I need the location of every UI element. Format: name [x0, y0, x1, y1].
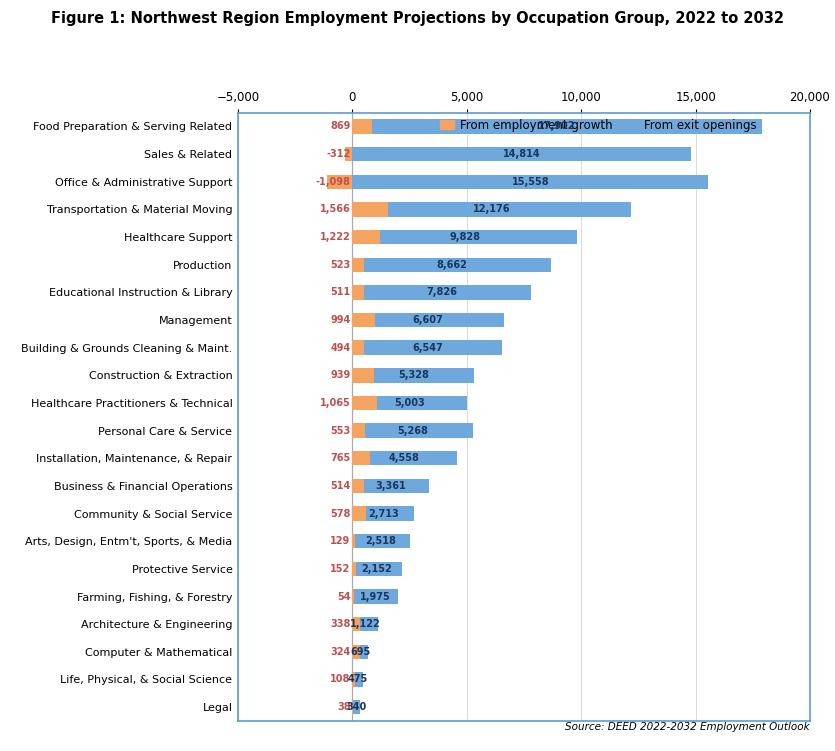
Text: 54: 54 [337, 592, 351, 602]
Bar [352, 590, 397, 604]
Bar [352, 424, 473, 438]
Text: 765: 765 [331, 454, 351, 463]
Bar [352, 534, 410, 548]
Bar [352, 617, 360, 632]
Text: 14,814: 14,814 [503, 149, 540, 159]
Bar [352, 451, 457, 466]
Text: 4,558: 4,558 [389, 454, 420, 463]
Bar [352, 506, 414, 520]
Text: 523: 523 [331, 260, 351, 270]
Bar [352, 147, 691, 161]
Text: -312: -312 [326, 149, 351, 159]
Bar [352, 202, 388, 216]
Text: 994: 994 [331, 315, 351, 325]
Bar [352, 644, 368, 659]
Text: Figure 1: Northwest Region Employment Projections by Occupation Group, 2022 to 2: Figure 1: Northwest Region Employment Pr… [51, 11, 784, 26]
Text: 15,558: 15,558 [512, 176, 549, 187]
Text: 2,518: 2,518 [366, 536, 397, 546]
Text: 1,566: 1,566 [320, 204, 351, 215]
Bar [352, 230, 380, 244]
Text: 38: 38 [337, 702, 351, 712]
Text: 494: 494 [331, 342, 351, 353]
Bar [352, 340, 364, 355]
Bar [352, 340, 502, 355]
Text: 1,122: 1,122 [350, 619, 381, 629]
Bar [352, 396, 377, 410]
Text: 5,268: 5,268 [397, 426, 428, 436]
Text: -1,098: -1,098 [316, 176, 351, 187]
Legend: From employment growth, From exit openings: From employment growth, From exit openin… [440, 119, 757, 131]
Bar [352, 534, 356, 548]
Text: 553: 553 [331, 426, 351, 436]
Text: 2,713: 2,713 [368, 508, 399, 519]
Text: 511: 511 [331, 288, 351, 297]
Text: 6,607: 6,607 [412, 315, 443, 325]
Bar [352, 672, 355, 686]
Bar [352, 700, 353, 714]
Text: 1,222: 1,222 [320, 232, 351, 242]
Text: 340: 340 [347, 702, 367, 712]
Bar [352, 562, 402, 576]
Text: 514: 514 [331, 481, 351, 491]
Text: 12,176: 12,176 [473, 204, 510, 215]
Bar [352, 478, 429, 493]
Text: 475: 475 [347, 674, 368, 684]
Bar [352, 285, 364, 300]
Bar [352, 368, 374, 382]
Text: 108: 108 [330, 674, 351, 684]
Text: 2,152: 2,152 [362, 564, 392, 574]
Text: 7,826: 7,826 [427, 288, 458, 297]
Text: 338: 338 [330, 619, 351, 629]
Text: 8,662: 8,662 [436, 260, 467, 270]
Bar [352, 478, 364, 493]
Bar [352, 258, 550, 272]
Text: 3,361: 3,361 [376, 481, 406, 491]
Bar [352, 285, 531, 300]
Text: 6,547: 6,547 [412, 342, 443, 353]
Text: 17,902: 17,902 [539, 122, 576, 131]
Bar [352, 562, 356, 576]
Bar [352, 313, 375, 327]
Bar [352, 700, 360, 714]
Bar [352, 368, 474, 382]
Text: 5,328: 5,328 [398, 370, 428, 380]
Bar [352, 672, 363, 686]
Bar [352, 174, 708, 189]
Bar [352, 644, 360, 659]
Bar [352, 119, 762, 134]
Text: 1,065: 1,065 [320, 398, 351, 408]
Text: 129: 129 [331, 536, 351, 546]
Text: 152: 152 [331, 564, 351, 574]
Bar [352, 258, 364, 272]
Bar [352, 617, 378, 632]
Bar [352, 451, 370, 466]
Text: 5,003: 5,003 [394, 398, 425, 408]
Text: Source: DEED 2022-2032 Employment Outlook: Source: DEED 2022-2032 Employment Outloo… [565, 722, 810, 732]
Bar [352, 396, 467, 410]
Text: 324: 324 [331, 647, 351, 657]
Bar [352, 506, 366, 520]
Bar [352, 590, 353, 604]
Bar [352, 202, 631, 216]
Bar [352, 230, 577, 244]
Bar [352, 424, 365, 438]
Bar [327, 174, 352, 189]
Text: 578: 578 [330, 508, 351, 519]
Text: 869: 869 [330, 122, 351, 131]
Text: 9,828: 9,828 [449, 232, 480, 242]
Text: 939: 939 [331, 370, 351, 380]
Bar [352, 119, 372, 134]
Text: 695: 695 [350, 647, 371, 657]
Bar [352, 313, 504, 327]
Bar [345, 147, 352, 161]
Text: 1,975: 1,975 [360, 592, 390, 602]
